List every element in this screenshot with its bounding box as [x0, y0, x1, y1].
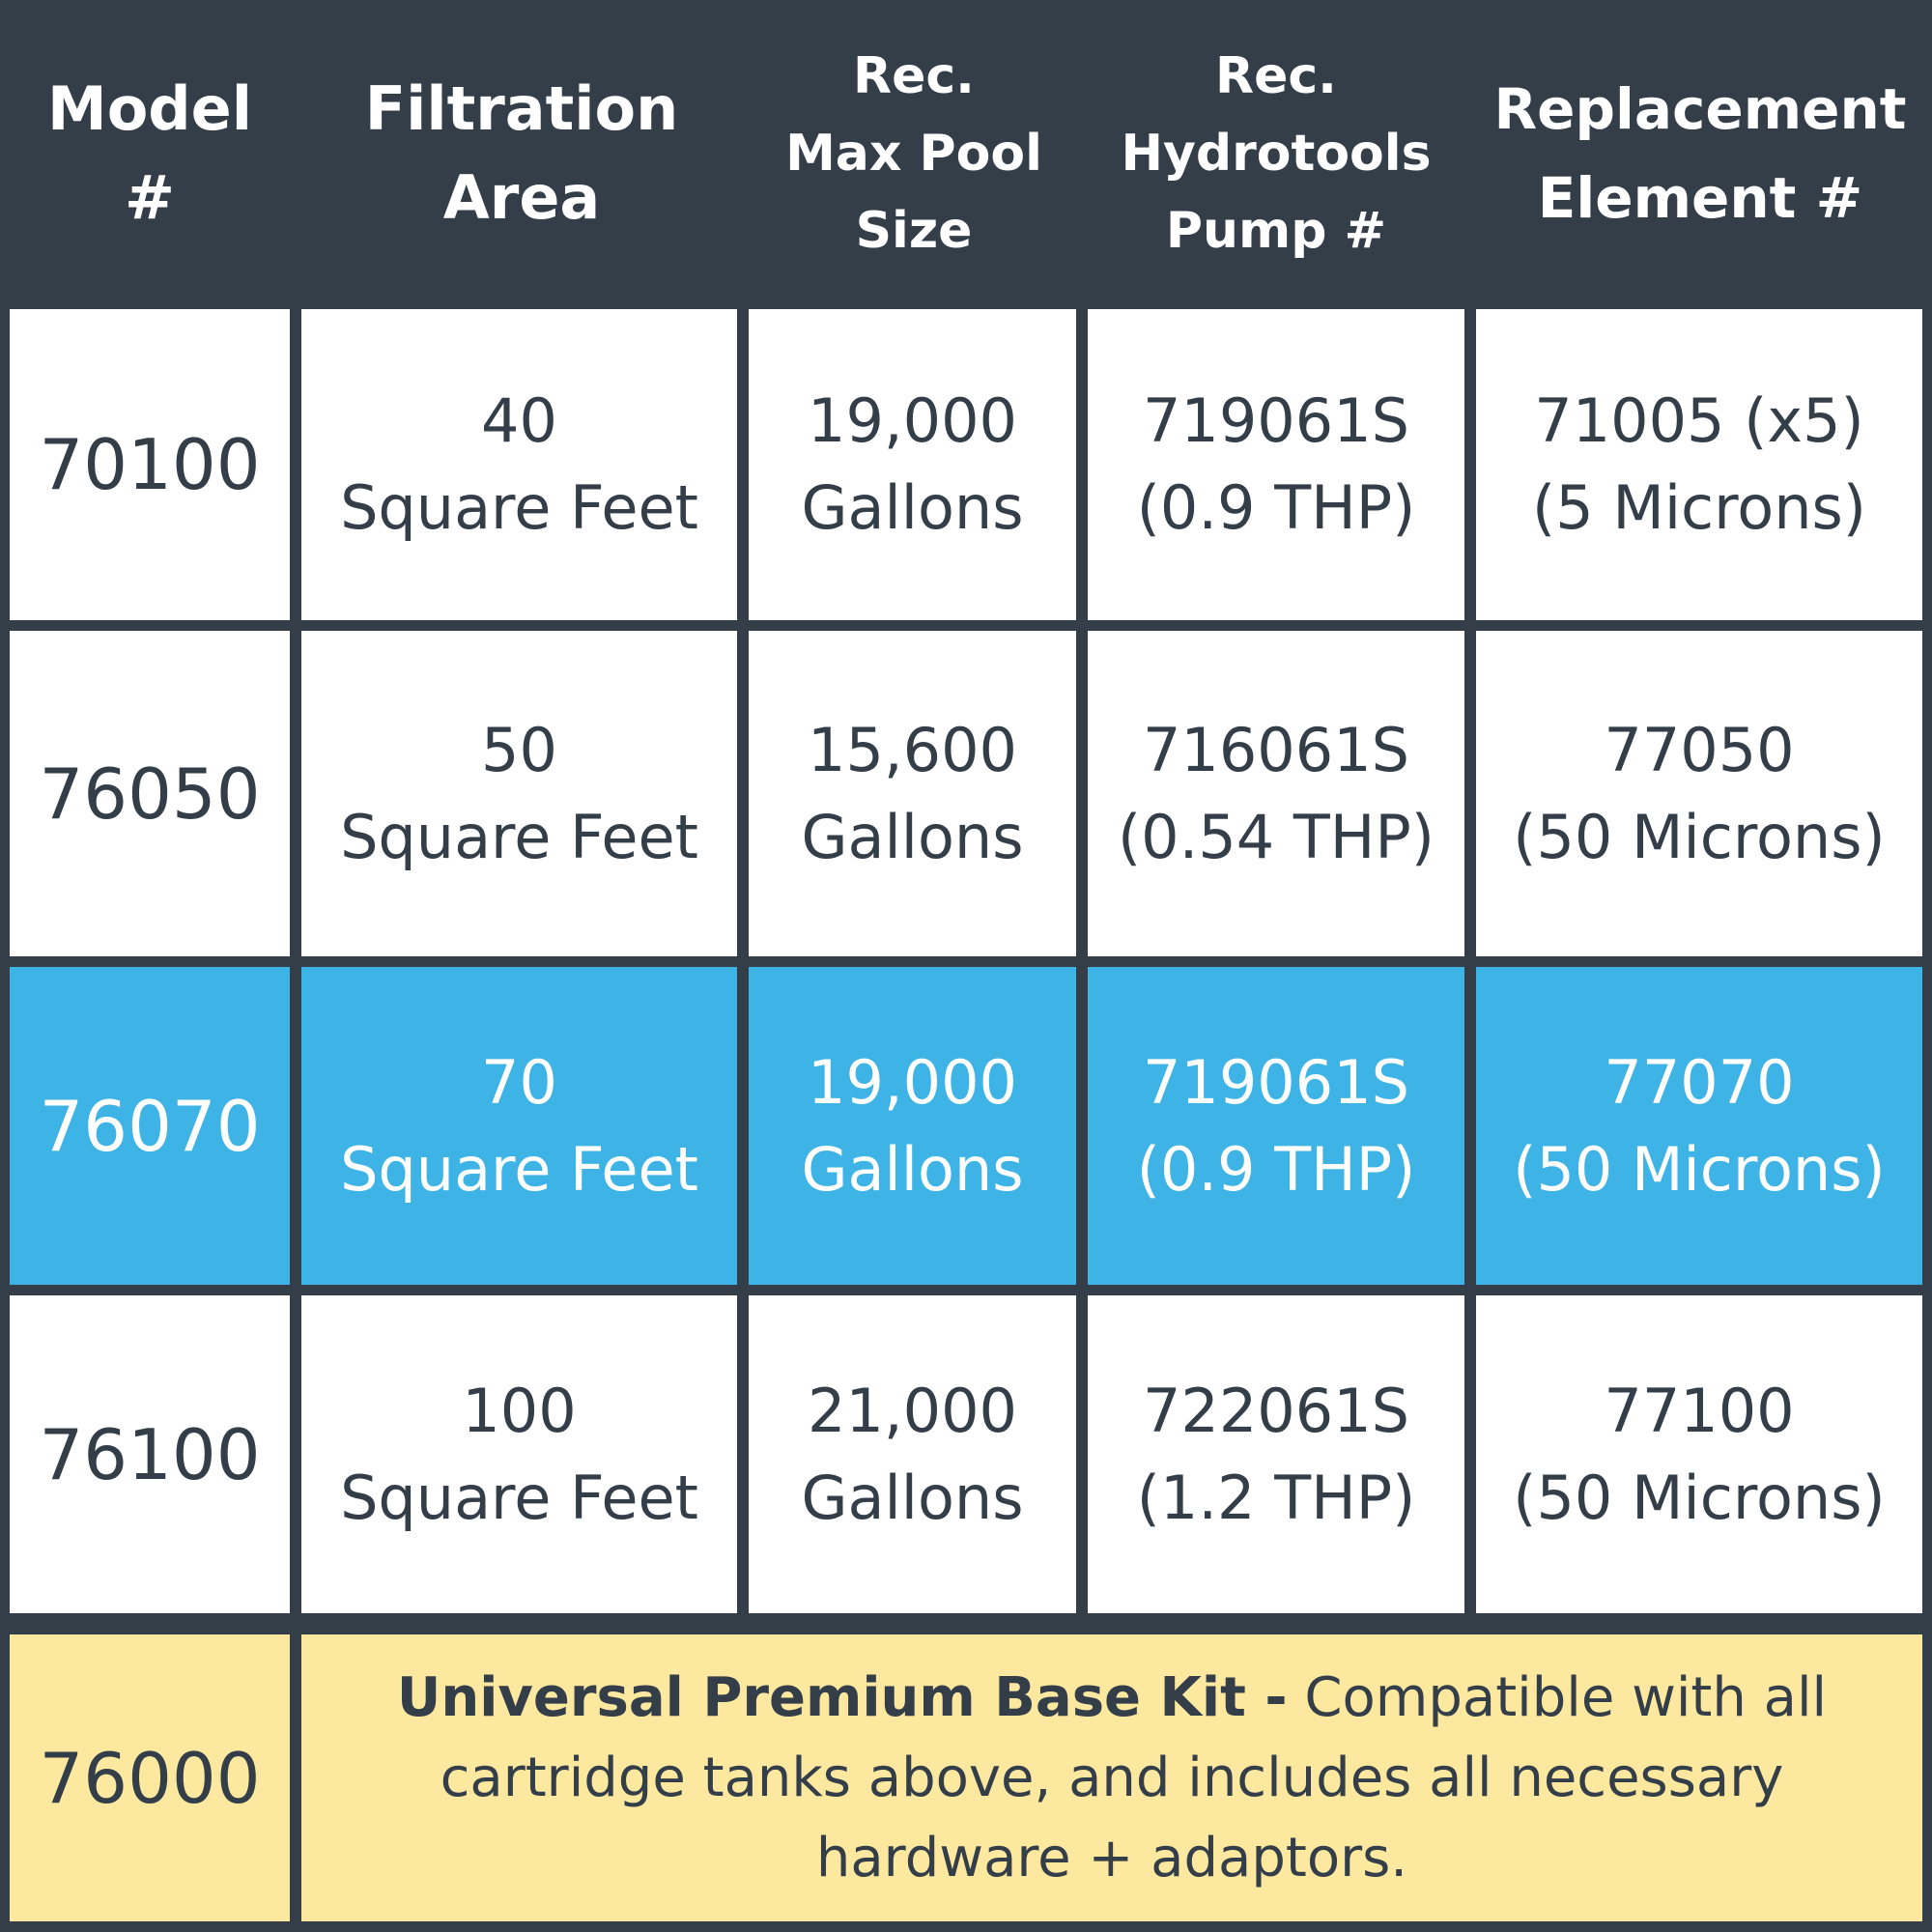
row-3-replacement: 77070 (50 Microns) — [1476, 967, 1922, 1285]
row-3-pool-size: 19,000 Gallons — [749, 967, 1076, 1285]
row-1-filtration-area: 40 Square Feet — [301, 309, 737, 620]
row-4-pool-size: 21,000 Gallons — [749, 1295, 1076, 1613]
row-1-pool-size: 19,000 Gallons — [749, 309, 1076, 620]
row-2-filtration-area: 50 Square Feet — [301, 631, 737, 956]
row-3-pump: 719061S (0.9 THP) — [1088, 967, 1464, 1285]
row-1-replacement: 71005 (x5) (5 Microns) — [1476, 309, 1922, 620]
row-2-pump: 716061S (0.54 THP) — [1088, 631, 1464, 956]
kit-details: Compatible with all cartridge tanks abov… — [440, 1666, 1828, 1889]
row-4-pump: 722061S (1.2 THP) — [1088, 1295, 1464, 1613]
row-4-model: 76100 — [10, 1295, 290, 1613]
header-filtration-area: Filtration Area — [364, 73, 679, 233]
header-max-pool-size: Rec. Max Pool Size — [785, 47, 1042, 260]
kit-description: Universal Premium Base Kit - Compatible … — [301, 1658, 1922, 1898]
row-1-model: 70100 — [10, 309, 290, 620]
row-2-model: 76050 — [10, 631, 290, 956]
row-1-pump: 719061S (0.9 THP) — [1088, 309, 1464, 620]
header-pump: Rec. Hydrotools Pump # — [1121, 47, 1432, 260]
row-3-filtration-area: 70 Square Feet — [301, 967, 737, 1285]
header-model: Model # — [47, 73, 252, 233]
kit-description-cell: Universal Premium Base Kit - Compatible … — [301, 1634, 1922, 1921]
row-3-model: 76070 — [10, 967, 290, 1285]
row-4-replacement: 77100 (50 Microns) — [1476, 1295, 1922, 1613]
table-header: Model # Filtration Area Rec. Max Pool Si… — [0, 0, 1932, 307]
kit-title: Universal Premium Base Kit - — [396, 1666, 1288, 1729]
header-replacement-element: Replacement Element # — [1493, 76, 1907, 231]
row-2-replacement: 77050 (50 Microns) — [1476, 631, 1922, 956]
kit-model: 76000 — [10, 1634, 290, 1921]
row-4-filtration-area: 100 Square Feet — [301, 1295, 737, 1613]
row-2-pool-size: 15,600 Gallons — [749, 631, 1076, 956]
